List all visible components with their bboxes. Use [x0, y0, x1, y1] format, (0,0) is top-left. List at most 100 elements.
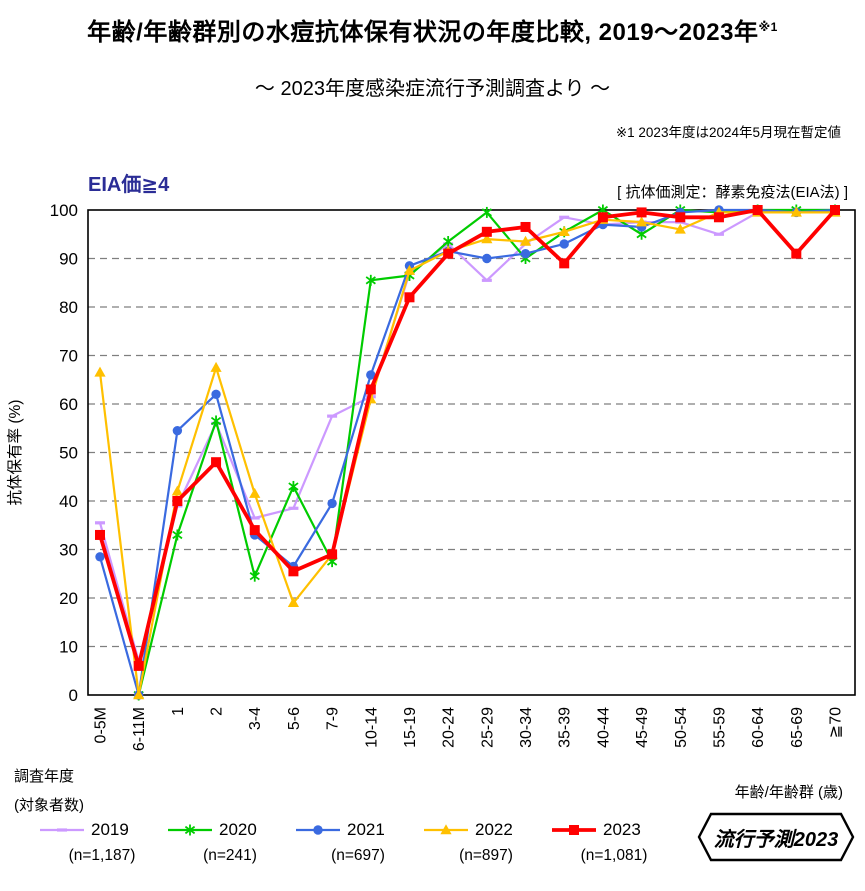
legend-swatch-row: 2021: [294, 820, 385, 840]
legend-swatch-2022: [424, 824, 468, 835]
x-tick-label: 5-6: [286, 707, 303, 730]
square-marker-icon: [249, 525, 260, 536]
square-marker-icon: [172, 496, 183, 506]
legend-year-label: 2023: [603, 820, 641, 839]
square-marker-icon: [95, 529, 105, 540]
dash-marker-icon: [249, 516, 260, 520]
triangle-marker-icon: [249, 487, 261, 498]
square-marker-icon: [597, 212, 608, 223]
x-tick-label: 7-9: [325, 707, 342, 730]
x-tick-label: 60-64: [750, 707, 767, 748]
series-line-2023: [98, 208, 837, 668]
triangle-marker-icon: [171, 485, 183, 496]
x-tick-label: 3-4: [247, 707, 264, 730]
legend-n-label: (n=897): [459, 847, 513, 864]
legend-year-label: 2022: [475, 820, 513, 839]
legend-swatch-2020: [168, 824, 212, 836]
badge-hexagon-outline: [697, 812, 855, 862]
square-marker-icon: [636, 207, 647, 218]
square-marker-icon: [559, 258, 570, 269]
y-tick-label: 40: [59, 492, 78, 511]
legend-n-label: (n=697): [331, 847, 385, 864]
circle-marker-icon: [211, 389, 221, 399]
x-tick-label: 1: [170, 707, 187, 716]
square-marker-icon: [365, 384, 376, 395]
legend-item-2020: 2020 (n=241): [166, 820, 294, 865]
x-tick-label: 0-5M: [93, 707, 110, 743]
dash-marker-icon: [327, 414, 338, 418]
legend-n-label: (n=1,081): [580, 847, 648, 864]
triangle-marker-icon: [674, 223, 686, 234]
legend-swatch-row: 2020: [166, 820, 257, 840]
y-tick-label: 0: [69, 686, 78, 705]
legend-swatch-2021: [296, 825, 340, 835]
legend-item-2019: 2019 (n=1,187): [38, 820, 166, 865]
legend-item-2023: 2023 (n=1,081): [550, 820, 678, 865]
x-tick-label: 30-34: [518, 707, 535, 748]
triangle-marker-icon: [558, 226, 570, 237]
circle-marker-icon: [366, 370, 376, 380]
circle-marker-icon: [95, 552, 105, 562]
dash-marker-icon: [481, 278, 492, 282]
y-axis-tick-labels: 0 10 20 30 40 50 60 70 80 90 100: [50, 201, 78, 705]
legend-title-line1: 調査年度: [14, 768, 75, 785]
square-marker-icon: [404, 292, 415, 303]
triangle-marker-icon: [635, 216, 648, 227]
y-tick-label: 70: [59, 347, 78, 366]
legend-swatch-2019: [40, 828, 84, 832]
circle-marker-icon: [520, 248, 531, 259]
circle-marker-icon: [313, 825, 323, 835]
legend-year-label: 2019: [91, 820, 129, 839]
plot-border: [87, 209, 856, 696]
x-tick-label: 65-69: [789, 707, 806, 748]
line-chart: 0 10 20 30 40 50 60 70 80 90 100 抗体保有率 (%) 0-5M 6-11M…: [6, 201, 856, 751]
asterisk-marker-icon: [249, 570, 260, 582]
legend-swatch-row: 2019: [38, 820, 129, 840]
asterisk-marker-icon: [443, 236, 454, 248]
x-tick-label: 6-11M: [131, 707, 148, 751]
x-tick-label: 35-39: [557, 707, 574, 748]
legend-n-label: (n=241): [203, 847, 257, 864]
x-axis-tick-labels: 0-5M 6-11M 1 2 3-4 5-6 7-9 10-14 15-19 20-24 25-29…: [93, 707, 845, 751]
asterisk-marker-icon: [184, 824, 196, 836]
dash-marker-icon: [288, 506, 299, 510]
legend-swatch-row: 2022: [422, 820, 513, 840]
series-line-2019: [98, 208, 835, 663]
y-tick-label: 60: [59, 395, 78, 414]
dash-marker-icon: [713, 232, 724, 236]
square-marker-icon: [569, 825, 579, 835]
triangle-marker-icon: [133, 689, 145, 700]
x-tick-label: 15-19: [402, 707, 419, 748]
y-tick-label: 20: [59, 589, 78, 608]
chart-legend: 2019 (n=1,187) 2020 (n=241) 2021 (n=697) 2022 (…: [38, 820, 678, 865]
method-label: [ 抗体価測定：酵素免疫法(EIA法) ]: [617, 184, 848, 201]
legend-item-2022: 2022 (n=897): [422, 820, 550, 865]
triangle-marker-icon: [790, 206, 802, 217]
gridlines: [88, 257, 855, 648]
dash-marker-icon: [559, 215, 570, 219]
title-footnote-marker: ※1: [758, 20, 778, 34]
x-tick-label: 55-59: [711, 707, 728, 748]
y-tick-label: 90: [59, 250, 78, 269]
circle-marker-icon: [172, 425, 183, 436]
square-marker-icon: [520, 221, 531, 232]
square-marker-icon: [327, 549, 338, 560]
x-tick-label: 45-49: [634, 707, 651, 748]
series-line-2022: [98, 211, 835, 697]
footnote: ※1 2023年度は2024年5月現在暫定値: [615, 125, 841, 140]
y-tick-label: 50: [59, 444, 78, 463]
page-title-text: 年齢/年齢群別の水痘抗体保有状況の年度比較, 2019～2023年: [87, 19, 759, 46]
x-tick-label: ≧70: [828, 707, 845, 738]
square-marker-icon: [481, 226, 492, 237]
threshold-label: EIA価≧4: [88, 174, 170, 196]
badge-label: 流行予測2023: [713, 828, 839, 851]
legend-year-label: 2020: [219, 820, 257, 839]
triangle-marker-icon: [94, 366, 106, 377]
asterisk-marker-icon: [365, 274, 376, 286]
dash-marker-icon: [95, 521, 105, 525]
asterisk-marker-icon: [481, 206, 492, 218]
series-2019: [95, 208, 840, 663]
x-tick-label: 50-54: [673, 707, 690, 748]
circle-marker-icon: [482, 253, 492, 264]
